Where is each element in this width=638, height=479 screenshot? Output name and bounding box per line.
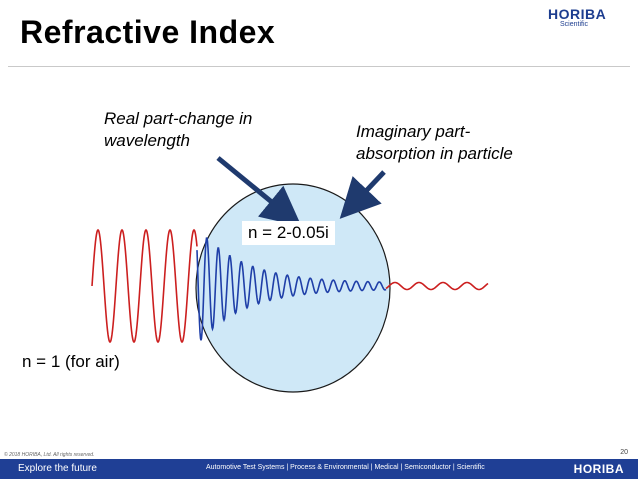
logo-subtitle: Scientific [560, 21, 589, 28]
refracted-wave [196, 237, 387, 341]
footer-brand: HORIBA [573, 462, 624, 476]
imaginary-part-label-line2: absorption in particle [356, 144, 513, 163]
imaginary-part-label-line1: Imaginary part- [356, 122, 471, 141]
footer-bar: Explore the future Automotive Test Syste… [0, 459, 638, 479]
particle-index-label: n = 2-0.05i [242, 221, 335, 245]
logo-wordmark: HORIBA [548, 6, 607, 22]
imaginary-part-label: Imaginary part- absorption in particle [356, 121, 513, 165]
imaginary-part-arrow [339, 170, 386, 219]
real-part-label: Real part-change in wavelength [104, 108, 252, 152]
real-part-label-line1: Real part-change in [104, 109, 253, 128]
real-part-arrow [216, 156, 302, 227]
slide-title: Refractive Index [20, 14, 276, 50]
particle-sphere [195, 183, 391, 393]
real-part-label-line2: wavelength [104, 131, 191, 150]
footer-tagline: Explore the future [18, 463, 97, 474]
page-number: 20 [620, 449, 628, 456]
copyright-notice: © 2018 HORIBA, Ltd. All rights reserved. [4, 452, 95, 458]
title-divider [8, 66, 630, 67]
footer-business-fields: Automotive Test Systems | Process & Envi… [206, 464, 485, 471]
transmitted-wave [385, 281, 489, 291]
horiba-logo: HORIBA Scientific [548, 6, 622, 32]
incident-wave [91, 228, 198, 344]
air-index-label: n = 1 (for air) [22, 352, 120, 371]
